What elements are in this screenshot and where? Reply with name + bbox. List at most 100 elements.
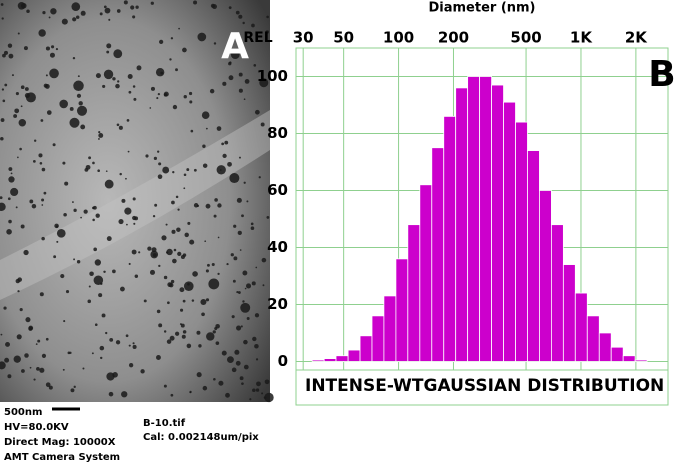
particle (88, 285, 91, 288)
particle (260, 122, 265, 127)
particle (193, 168, 197, 172)
particle (105, 170, 108, 172)
particle (152, 215, 156, 218)
particle (11, 74, 14, 77)
bar (431, 147, 445, 362)
particle (124, 207, 132, 215)
bar (527, 150, 540, 362)
particle (39, 292, 44, 297)
particle (13, 114, 18, 118)
bar (383, 295, 397, 362)
particle (243, 364, 249, 370)
particle (78, 101, 83, 106)
particle (102, 84, 106, 88)
x-tick-label: 200 (438, 29, 469, 47)
particle (76, 105, 88, 116)
particle (188, 91, 193, 96)
bar (515, 121, 528, 362)
particle (182, 47, 187, 53)
particle (59, 99, 68, 109)
particle (154, 203, 158, 207)
particle (56, 228, 66, 238)
particle (251, 281, 256, 286)
particle (189, 390, 192, 394)
particle (191, 299, 195, 302)
particle (244, 287, 247, 290)
particle (143, 299, 147, 303)
particle (169, 58, 172, 61)
particle (213, 214, 217, 218)
particle (104, 179, 114, 189)
particle (190, 129, 194, 133)
particle (224, 140, 229, 145)
particle (238, 14, 243, 19)
particle (26, 9, 30, 14)
particle (227, 161, 232, 167)
particle (165, 223, 168, 226)
particle (76, 260, 81, 264)
particle (238, 156, 241, 159)
particle (241, 382, 244, 385)
particle (226, 262, 229, 266)
particle (251, 23, 255, 28)
particle (121, 198, 126, 203)
particle (153, 156, 158, 161)
particle (132, 197, 136, 201)
particle (116, 123, 120, 127)
particle (217, 203, 222, 208)
particle (232, 279, 236, 283)
particle (253, 64, 257, 67)
y-tick-label: 60 (267, 181, 288, 199)
particle (170, 393, 174, 397)
particle (32, 160, 36, 163)
particle (184, 232, 189, 238)
particle (70, 388, 75, 393)
bar (347, 349, 361, 362)
file-line: Cal: 0.002148um/pix (143, 432, 259, 443)
particle (193, 0, 198, 5)
particle (48, 385, 53, 390)
x-tick-label: 30 (293, 29, 314, 47)
particle (201, 111, 210, 119)
particle (0, 202, 6, 211)
particle (252, 336, 257, 342)
particle (7, 374, 12, 379)
particle (41, 204, 44, 206)
particle (216, 126, 222, 131)
particle (3, 306, 7, 310)
particle (5, 341, 10, 347)
particle (187, 221, 191, 225)
particle (45, 46, 51, 51)
particle (72, 56, 76, 60)
particle (69, 351, 72, 354)
particle (0, 118, 5, 122)
particle (24, 87, 29, 91)
particle (158, 323, 163, 328)
particle (183, 173, 187, 177)
particle (172, 104, 178, 110)
particle (106, 43, 112, 49)
particle (261, 257, 267, 263)
bar (574, 292, 588, 362)
particle (210, 3, 215, 8)
bar (335, 355, 349, 362)
particle (98, 130, 101, 134)
micrograph-band (0, 110, 270, 300)
particle (53, 255, 57, 259)
particle (211, 263, 215, 267)
particle (206, 263, 210, 267)
bar (419, 184, 433, 362)
particle (40, 119, 44, 122)
particle (172, 170, 175, 174)
particle (217, 272, 220, 276)
particle (240, 325, 243, 328)
particle (167, 282, 173, 288)
particle (0, 333, 3, 336)
particle (24, 92, 30, 99)
bar (479, 76, 492, 362)
particle (101, 313, 106, 318)
particle (65, 290, 70, 294)
particle (126, 223, 128, 226)
particle (242, 270, 248, 276)
particle (175, 68, 178, 72)
